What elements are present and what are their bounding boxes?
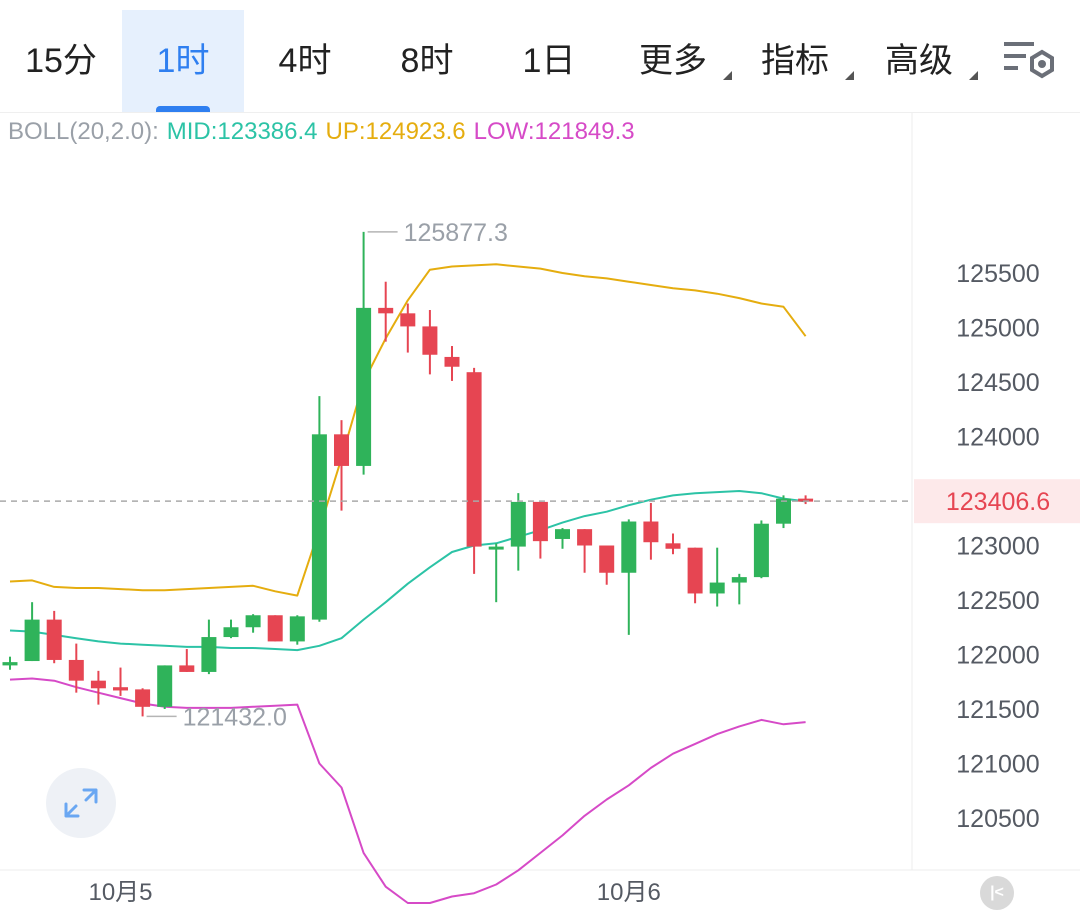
tab-label: 高级: [885, 42, 953, 80]
candle-body: [46, 619, 62, 660]
dropdown-corner-icon: [723, 71, 732, 80]
candle-body: [577, 529, 593, 546]
annotation-label: 125877.3: [404, 219, 508, 247]
x-tick-label: 10月6: [597, 879, 661, 906]
boll-mid-line: [9, 490, 806, 652]
active-tab-indicator: [156, 106, 210, 112]
candle-body: [267, 615, 283, 642]
candle-body: [223, 627, 239, 638]
candle-body: [555, 529, 570, 539]
tab-label: 4时: [278, 42, 332, 80]
candle-body: [90, 680, 106, 689]
y-tick-label: 125000: [956, 315, 1039, 343]
candle-body: [687, 547, 703, 594]
current-price-label: 123406.6: [946, 488, 1050, 516]
boll-low-value: LOW:121849.3: [473, 118, 635, 145]
candle-body: [201, 637, 217, 672]
bollinger-legend: BOLL(20,2.0): MID:123386.4 UP:124923.6 LOW:…: [8, 116, 643, 148]
tab-6[interactable]: 指标: [734, 10, 856, 112]
y-tick-label: 121000: [956, 751, 1039, 779]
candle-body: [532, 501, 548, 542]
candle-body: [621, 521, 637, 573]
candle-body: [24, 619, 40, 662]
tab-label: 指标: [761, 42, 829, 80]
candle-body: [510, 501, 526, 547]
tab-5[interactable]: 更多: [612, 10, 734, 112]
candle-body: [289, 616, 305, 642]
dropdown-corner-icon: [969, 71, 978, 80]
y-tick-label: 122000: [956, 642, 1039, 670]
tab-label: 8时: [400, 42, 454, 80]
boll-name: BOLL(20,2.0):: [8, 118, 159, 145]
candle-body: [466, 372, 482, 547]
tab-0[interactable]: 15分: [0, 10, 122, 112]
candle-body: [422, 326, 438, 355]
candle-body: [179, 665, 195, 672]
candle-body: [731, 577, 747, 583]
chart-settings-icon[interactable]: [1002, 36, 1058, 82]
tab-7[interactable]: 高级: [858, 10, 980, 112]
candle-body: [709, 582, 725, 594]
y-tick-label: 124500: [956, 369, 1039, 397]
tab-4[interactable]: 1日: [488, 10, 610, 112]
annotation-label: 121432.0: [183, 703, 287, 731]
candle-body: [798, 498, 814, 502]
tab-label: 1日: [522, 42, 576, 80]
candle-body: [643, 521, 659, 543]
y-tick-label: 120500: [956, 805, 1039, 833]
fullscreen-button[interactable]: [46, 768, 116, 838]
boll-mid-value: MID:123386.4: [166, 118, 318, 145]
boll-upper-line: [9, 263, 807, 597]
tab-label: 更多: [639, 42, 707, 80]
boll-up-value: UP:124923.6: [325, 118, 466, 145]
candle-body: [665, 543, 681, 549]
tab-label: 15分: [25, 42, 97, 80]
candle-body: [245, 615, 261, 628]
x-tick-label: 10月5: [88, 879, 152, 906]
candle-body: [157, 665, 173, 707]
candle-body: [378, 307, 394, 314]
y-tick-label: 125500: [956, 260, 1039, 288]
scroll-to-latest-button[interactable]: |<: [980, 876, 1014, 910]
timeframe-tab-bar: 15分 1时 4时 8时 1日 更多 指标 高级: [0, 10, 1080, 112]
candle-body: [776, 498, 791, 524]
candlestick-chart[interactable]: 1255001250001245001240001235001230001225…: [0, 112, 1080, 913]
candle-body: [68, 659, 84, 681]
tab-3[interactable]: 8时: [366, 10, 488, 112]
candle-body: [488, 546, 504, 550]
y-tick-label: 121500: [956, 696, 1039, 724]
candle-body: [113, 687, 128, 691]
tab-label: 1时: [156, 42, 210, 80]
y-tick-label: 124000: [956, 424, 1039, 452]
candle-body: [334, 434, 349, 466]
y-tick-label: 123000: [956, 533, 1039, 561]
skip-back-icon: |<: [990, 884, 1004, 901]
candle-body: [753, 523, 769, 578]
tab-2[interactable]: 4时: [244, 10, 366, 112]
candle-body: [2, 662, 18, 666]
current-price-tag-bg: [914, 479, 1080, 524]
candle-body: [444, 356, 460, 367]
candle-body: [356, 307, 372, 466]
dropdown-corner-icon: [845, 71, 854, 80]
tab-1[interactable]: 1时: [122, 10, 244, 112]
y-tick-label: 122500: [956, 587, 1039, 615]
candle-body: [599, 545, 615, 573]
candle-body: [400, 313, 416, 327]
expand-icon: [64, 788, 98, 818]
candle-body: [135, 689, 151, 707]
candle-body: [311, 434, 327, 620]
boll-lower-line: [9, 677, 806, 904]
